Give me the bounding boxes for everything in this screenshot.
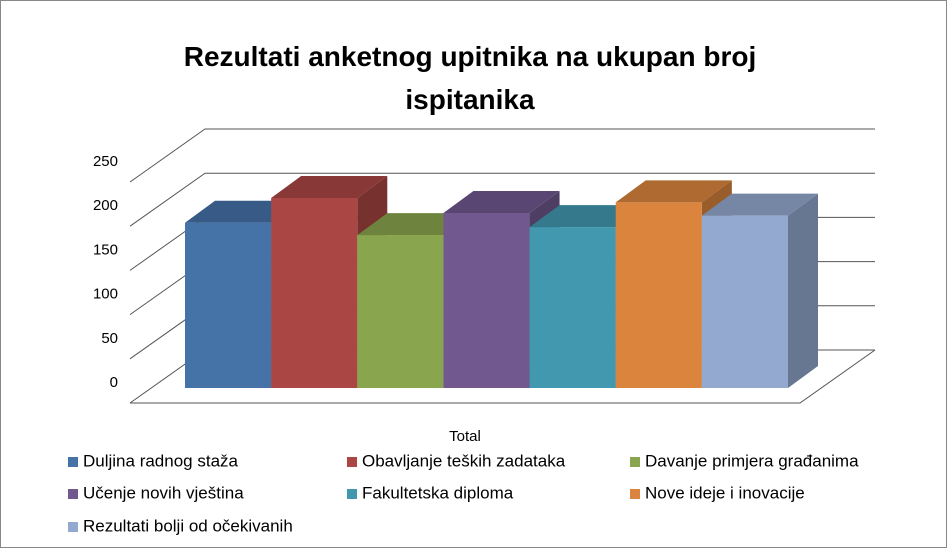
bar-side <box>788 193 818 388</box>
legend-label: Obavljanje teških zadataka <box>362 451 566 470</box>
bar-top <box>615 180 732 203</box>
legend-swatch <box>347 489 357 499</box>
legend-label: Nove ideje i inovacije <box>645 483 805 502</box>
bar <box>185 222 272 388</box>
bar <box>443 212 530 388</box>
legend-label: Rezultati bolji od očekivanih <box>83 516 293 535</box>
x-tick-label: Total <box>449 428 481 445</box>
legend-swatch <box>347 457 357 467</box>
bar <box>701 215 788 388</box>
legend-label: Učenje novih vještina <box>83 483 244 502</box>
grid-line <box>129 128 875 183</box>
y-tick-label: 50 <box>101 330 118 347</box>
y-tick-label: 0 <box>110 374 118 391</box>
bar-top <box>701 193 818 216</box>
bar <box>271 197 358 388</box>
legend-swatch <box>68 457 78 467</box>
grid-line <box>129 172 875 227</box>
bar-top <box>443 190 560 213</box>
bar <box>357 235 444 388</box>
legend-label: Davanje primjera građanima <box>645 451 859 470</box>
legend-swatch <box>630 457 640 467</box>
bar-top <box>271 175 388 198</box>
y-tick-label: 150 <box>93 241 118 258</box>
legend-label: Fakultetska diploma <box>362 483 514 502</box>
legend-label: Duljina radnog staža <box>83 451 239 470</box>
legend-swatch <box>630 489 640 499</box>
floor-edge <box>130 349 876 404</box>
legend-swatch <box>68 522 78 532</box>
chart-title: Rezultati anketnog upitnika na ukupan br… <box>183 41 757 115</box>
y-tick-label: 100 <box>93 286 118 303</box>
y-tick-label: 200 <box>93 197 118 214</box>
bar <box>615 202 702 388</box>
bar <box>529 227 616 388</box>
legend-swatch <box>68 489 78 499</box>
y-tick-label: 250 <box>93 153 118 170</box>
